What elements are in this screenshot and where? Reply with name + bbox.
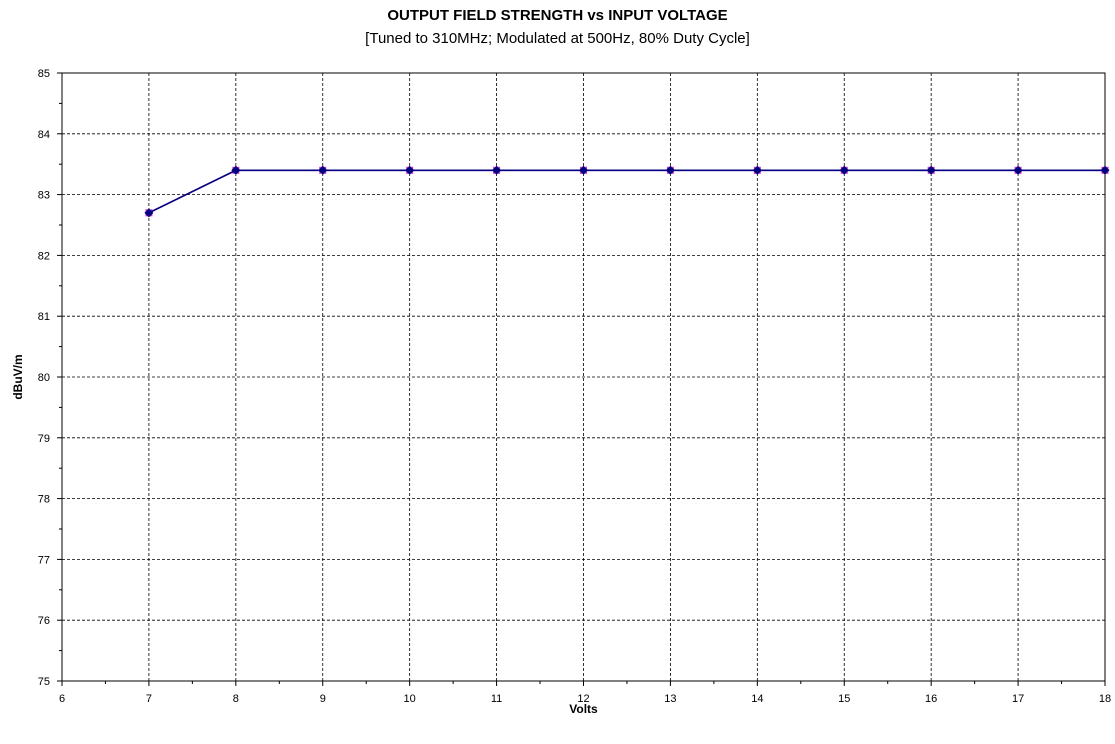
x-tick-label: 16 (925, 693, 937, 705)
y-axis-title: dBuV/m (11, 354, 25, 399)
x-tick-label: 14 (751, 693, 763, 705)
data-point-diamond (144, 208, 154, 218)
x-tick-label: 17 (1012, 693, 1024, 705)
data-point-diamond (231, 165, 241, 175)
x-tick-label: 9 (320, 693, 326, 705)
data-point-diamond (665, 165, 675, 175)
data-point-diamond (1013, 165, 1023, 175)
data-point-diamond (839, 165, 849, 175)
data-point-diamond (1100, 165, 1110, 175)
y-tick-label: 81 (38, 311, 50, 323)
data-point-diamond (926, 165, 936, 175)
y-tick-label: 75 (38, 676, 50, 688)
axis-ticks (57, 72, 1106, 686)
y-tick-label: 78 (38, 494, 50, 506)
y-tick-label: 85 (38, 68, 50, 80)
x-tick-label: 11 (491, 693, 502, 705)
data-point-diamond (405, 165, 415, 175)
tick-labels: 6 7 8 9 10 11 12 13 14 15 16 17 18757677787980818283… (38, 68, 1111, 705)
x-tick-label: 18 (1099, 693, 1111, 705)
y-tick-label: 83 (38, 190, 50, 202)
y-tick-label: 77 (38, 554, 50, 566)
x-tick-label: 13 (664, 693, 676, 705)
series-line (148, 169, 1105, 214)
series-layer (144, 165, 1110, 218)
y-tick-label: 82 (38, 250, 50, 262)
y-tick-label: 76 (38, 615, 50, 627)
data-point-diamond (492, 165, 502, 175)
y-tick-label: 80 (38, 372, 50, 384)
x-tick-label: 15 (838, 693, 850, 705)
chart-subtitle: [Tuned to 310MHz; Modulated at 500Hz, 80… (365, 30, 750, 47)
x-tick-label: 12 (577, 693, 589, 705)
data-point-diamond (752, 165, 762, 175)
grid-lines (62, 73, 1105, 681)
data-point-diamond (318, 165, 328, 175)
series-line (148, 169, 1105, 214)
y-tick-label: 84 (38, 129, 50, 141)
data-point-diamond (579, 165, 588, 175)
chart-title: OUTPUT FIELD STRENGTH vs INPUT VOLTAGE (387, 7, 728, 24)
y-tick-label: 79 (38, 433, 50, 445)
x-tick-label: 8 (233, 693, 239, 705)
x-tick-label: 6 (59, 693, 65, 705)
x-tick-label: 7 (146, 693, 152, 705)
x-axis-title: Volts (569, 702, 598, 716)
x-tick-label: 10 (404, 693, 416, 705)
